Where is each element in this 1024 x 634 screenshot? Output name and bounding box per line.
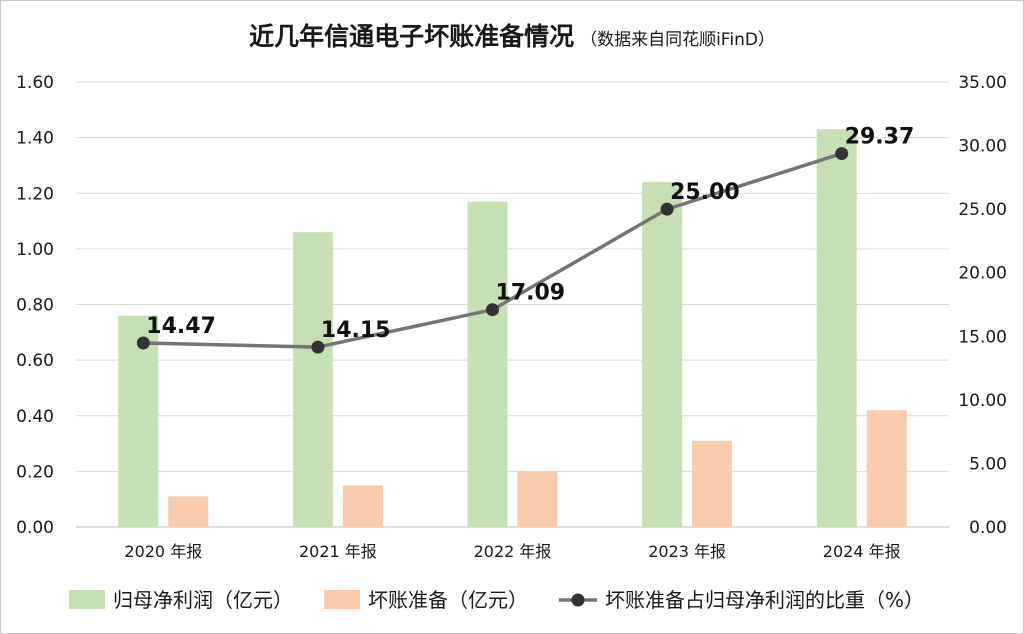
bar-bad-debt [342,485,383,527]
right-tick-label: 10.00 [958,391,1007,411]
ratio-point [835,147,849,161]
legend: 归母净利润（亿元） 坏账准备（亿元） 坏账准备占归母净利润的比重（%） [69,588,924,612]
category-label: 2020 年报 [124,542,202,561]
ratio-data-label: 17.09 [496,281,566,306]
bar-net-profit [642,182,683,527]
left-tick-label: 0.80 [16,296,54,316]
right-tick-label: 5.00 [969,454,1007,474]
ratio-point [486,303,499,317]
right-tick-label: 25.00 [958,200,1007,220]
left-axis-ticks: 0.00 0.20 0.40 0.60 0.80 1.00 1.20 1.40 1.60 [16,73,54,538]
left-tick-label: 1.40 [16,129,54,149]
left-tick-label: 1.60 [16,73,54,93]
ratio-data-label: 14.15 [321,318,391,343]
bar-net-profit [816,129,857,527]
right-tick-label: 35.00 [958,73,1007,93]
right-tick-label: 0.00 [969,518,1007,538]
left-tick-label: 0.40 [16,407,54,427]
right-axis-ticks: 0.00 5.00 10.00 15.00 20.00 25.00 30.00 35.00 [958,73,1007,538]
gridlines [76,81,949,472]
ratio-point [136,336,150,350]
category-labels: 2020 年报 2021 年报 2022 年报 2023 年报 2024 年报 [124,542,900,561]
legend-swatch [69,590,105,609]
legend-swatch [324,590,360,609]
category-label: 2022 年报 [474,542,552,561]
left-tick-label: 0.00 [16,518,54,538]
category-label: 2023 年报 [648,542,726,561]
ratio-line-series: 14.47 14.15 17.09 25.00 29.37 [136,125,915,354]
right-tick-label: 20.00 [958,264,1007,284]
bar-bad-debt [168,496,209,527]
ratio-data-label: 14.47 [146,314,216,339]
ratio-data-label: 25.00 [670,180,740,205]
left-tick-label: 1.00 [16,240,54,260]
chart-title-subtitle: （数据来自同花顺iFinD） [580,30,775,50]
left-tick-label: 0.60 [16,351,54,371]
left-tick-label: 0.20 [16,462,54,482]
bar-net-profit [292,232,333,527]
chart-title-main: 近几年信通电子坏账准备情况 [249,22,574,51]
bar-series [118,129,907,527]
chart-title: 近几年信通电子坏账准备情况 （数据来自同花顺iFinD） [249,22,775,51]
left-tick-label: 1.20 [16,184,54,204]
ratio-point [311,340,325,354]
bar-bad-debt [692,440,733,527]
bar-net-profit [118,315,159,527]
category-label: 2024 年报 [823,542,901,561]
category-label: 2021 年报 [299,542,377,561]
legend-label: 坏账准备占归母净利润的比重（%） [605,588,924,612]
right-tick-label: 30.00 [958,137,1007,157]
legend-marker [571,593,585,607]
ratio-point [660,202,674,216]
right-tick-label: 15.00 [958,327,1007,347]
ratio-data-label: 29.37 [845,125,915,150]
bar-net-profit [467,201,508,527]
legend-label: 归母净利润（亿元） [113,588,293,612]
legend-label: 坏账准备（亿元） [368,588,528,612]
bar-bad-debt [517,471,558,527]
bar-bad-debt [866,410,907,527]
